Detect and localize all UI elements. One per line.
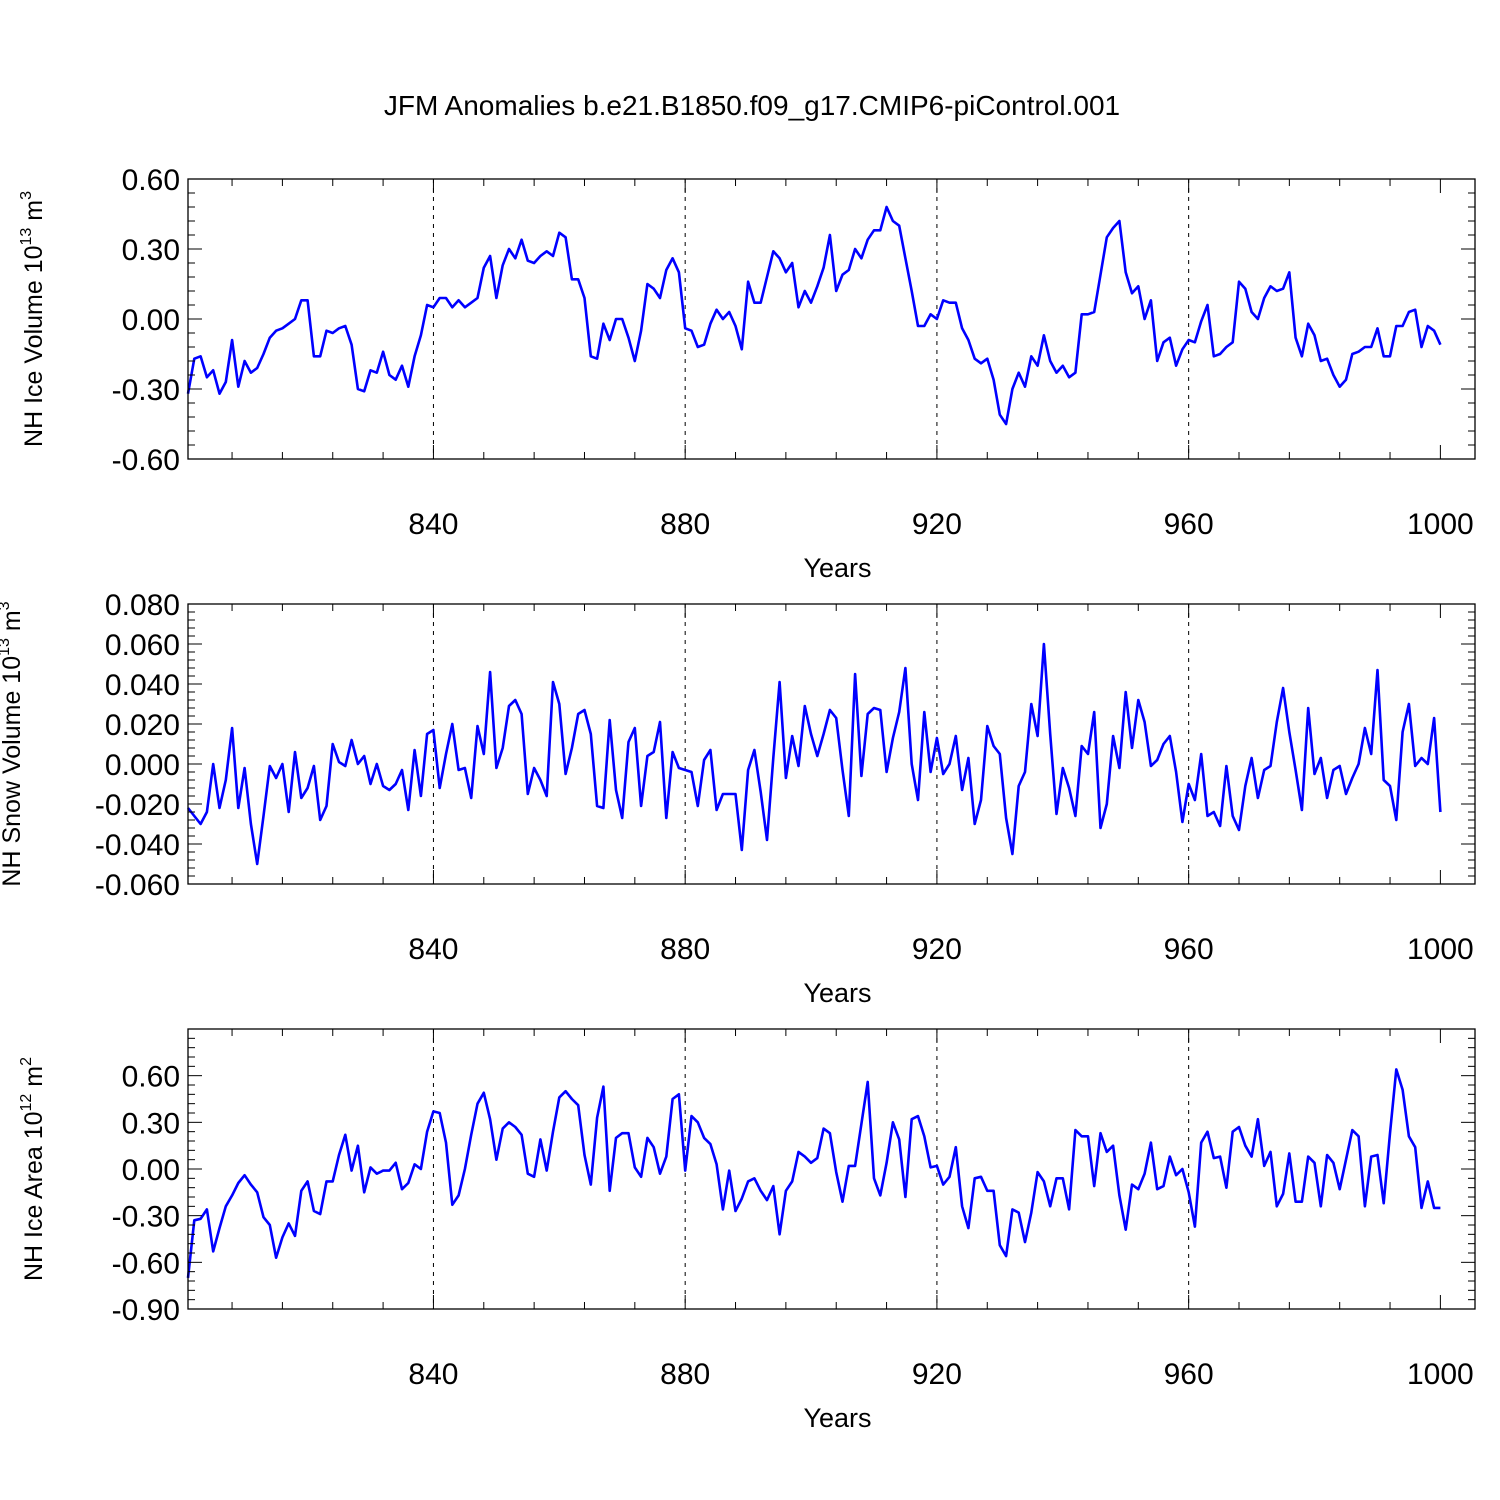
y-axis-label-unit: m — [0, 610, 26, 638]
x-tick-label: 1000 — [1407, 1358, 1474, 1391]
y-tick-label: -0.040 — [95, 829, 180, 862]
y-tick-label: 0.00 — [122, 304, 180, 337]
series-line-ice-area — [186, 1068, 1441, 1279]
y-tick-label: -0.30 — [112, 1201, 180, 1234]
y-tick-label: 0.00 — [122, 1154, 180, 1187]
x-tick-label: 920 — [912, 933, 962, 966]
y-axis-label-unit: m — [20, 200, 48, 228]
panels: -0.60 -0.30 0.00 0.30 0.60 840 880 920 960 1000 Ye… — [0, 164, 1476, 1433]
plot-frame — [187, 1028, 1476, 1310]
y-tick-label: 0.30 — [122, 234, 180, 267]
y-axis-label-exponent: 13 — [0, 638, 13, 656]
y-tick-label: 0.000 — [105, 749, 180, 782]
panel-ice-area: -0.90 -0.60 -0.30 0.00 0.30 0.60 840 880 920 960 1… — [18, 1028, 1476, 1433]
y-tick-label: 0.080 — [105, 589, 180, 622]
x-tick-label: 840 — [408, 933, 458, 966]
x-axis-label: Years — [803, 1403, 871, 1433]
y-tick-label: 0.60 — [122, 164, 180, 197]
y-axis-label-unit-exponent: 3 — [0, 601, 13, 610]
x-axis-label: Years — [803, 553, 871, 583]
x-tick-label: 1000 — [1407, 933, 1474, 966]
y-axis-label-exponent: 13 — [18, 228, 35, 246]
x-tick-label: 880 — [660, 508, 710, 541]
series-line-ice-volume — [186, 205, 1442, 426]
x-tick-label: 840 — [408, 1358, 458, 1391]
y-axis-label: NH Snow Volume 1013 m3 — [0, 601, 26, 886]
x-tick-label: 960 — [1164, 508, 1214, 541]
x-tick-label: 880 — [660, 1358, 710, 1391]
y-axis-label-unit: m — [20, 1066, 48, 1094]
y-tick-label: 0.020 — [105, 709, 180, 742]
x-tick-label: 920 — [912, 508, 962, 541]
panel-snow-volume: -0.060 -0.040 -0.020 0.000 0.020 0.040 0.060 0.… — [0, 589, 1476, 1008]
y-tick-label: 0.040 — [105, 669, 180, 702]
plot-frame — [187, 603, 1476, 885]
x-tick-label: 960 — [1164, 1358, 1214, 1391]
y-tick-label: -0.60 — [112, 444, 180, 477]
y-tick-label: -0.020 — [95, 789, 180, 822]
y-axis-label-main: NH Snow Volume 10 — [0, 656, 26, 887]
y-tick-label: -0.30 — [112, 374, 180, 407]
plot-frame — [187, 178, 1476, 460]
y-tick-label: 0.060 — [105, 629, 180, 662]
y-axis-label-unit-exponent: 2 — [18, 1057, 35, 1066]
y-tick-label: -0.90 — [112, 1294, 180, 1327]
y-axis-label-main: NH Ice Volume 10 — [20, 245, 48, 447]
y-tick-label: 0.30 — [122, 1107, 180, 1140]
x-tick-label: 960 — [1164, 933, 1214, 966]
y-axis-label-exponent: 12 — [18, 1094, 35, 1112]
y-axis-label: NH Ice Area 1012 m2 — [18, 1057, 48, 1281]
y-axis-label-unit-exponent: 3 — [18, 191, 35, 200]
x-tick-label: 920 — [912, 1358, 962, 1391]
x-axis-label: Years — [803, 978, 871, 1008]
x-tick-label: 1000 — [1407, 508, 1474, 541]
x-tick-label: 880 — [660, 933, 710, 966]
panel-ice-volume: -0.60 -0.30 0.00 0.30 0.60 840 880 920 960 1000 Ye… — [18, 164, 1476, 583]
y-tick-label: -0.60 — [112, 1247, 180, 1280]
series-line-snow-volume — [186, 642, 1442, 866]
y-tick-label: 0.60 — [122, 1061, 180, 1094]
y-tick-label: -0.060 — [95, 869, 180, 902]
figure-title: JFM Anomalies b.e21.B1850.f09_g17.CMIP6-… — [384, 90, 1120, 121]
y-axis-label-main: NH Ice Area 10 — [20, 1111, 48, 1281]
y-axis-label: NH Ice Volume 1013 m3 — [18, 191, 48, 447]
x-tick-label: 840 — [408, 508, 458, 541]
